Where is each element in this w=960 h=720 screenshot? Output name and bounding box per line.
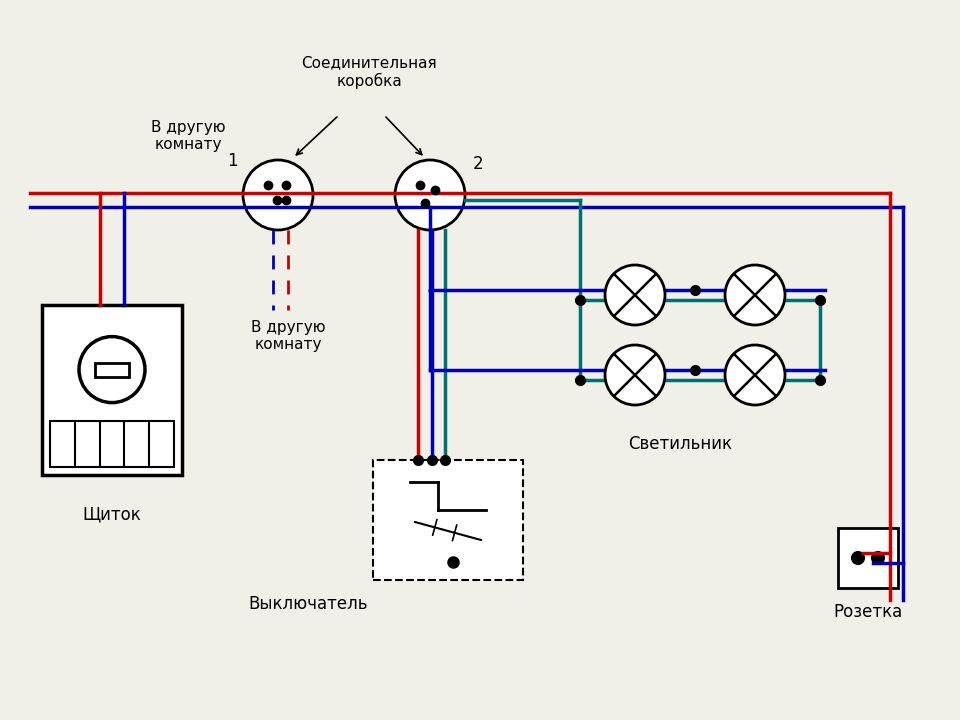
- Bar: [50, 420, 174, 467]
- Circle shape: [79, 337, 145, 402]
- Bar: [373, 460, 523, 580]
- Circle shape: [605, 345, 665, 405]
- Text: Выключатель: Выключатель: [249, 595, 368, 613]
- Text: 2: 2: [473, 155, 484, 173]
- Text: Розетка: Розетка: [833, 603, 902, 621]
- Circle shape: [872, 552, 884, 564]
- Bar: [95, 363, 129, 377]
- Circle shape: [725, 345, 785, 405]
- Bar: [838, 528, 898, 588]
- Circle shape: [243, 160, 313, 230]
- Text: Соединительная
коробка: Соединительная коробка: [301, 55, 437, 89]
- Circle shape: [395, 160, 465, 230]
- Circle shape: [725, 265, 785, 325]
- Bar: [42, 305, 182, 475]
- Circle shape: [605, 265, 665, 325]
- Text: Щиток: Щиток: [83, 505, 141, 523]
- Text: 1: 1: [228, 152, 238, 170]
- Text: Светильник: Светильник: [628, 435, 732, 453]
- Circle shape: [852, 552, 864, 564]
- Text: В другую
комнату: В другую комнату: [251, 320, 325, 352]
- Text: В другую
комнату: В другую комнату: [151, 120, 226, 153]
